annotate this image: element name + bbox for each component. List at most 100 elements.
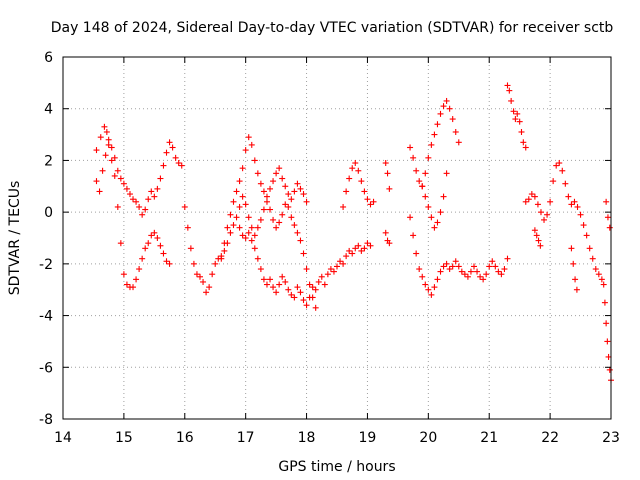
data-point — [572, 276, 579, 283]
data-point — [120, 271, 127, 278]
data-point — [604, 214, 611, 221]
data-point — [330, 268, 337, 275]
data-point — [227, 211, 234, 218]
data-point — [324, 271, 331, 278]
data-point — [531, 193, 538, 200]
data-point — [257, 180, 264, 187]
data-point — [413, 167, 420, 174]
data-point — [236, 203, 243, 210]
data-point — [327, 266, 334, 273]
data-point — [367, 201, 374, 208]
data-point — [279, 273, 286, 280]
data-point — [340, 260, 347, 267]
data-point — [282, 201, 289, 208]
data-point — [291, 294, 298, 301]
data-point — [197, 273, 203, 280]
data-point — [510, 108, 517, 115]
data-point — [103, 128, 110, 135]
data-point — [498, 271, 505, 278]
series-sat-c — [181, 203, 374, 309]
data-point — [364, 240, 371, 247]
data-point — [190, 260, 197, 267]
data-point — [416, 266, 423, 273]
data-point — [364, 196, 371, 203]
data-point — [570, 260, 577, 267]
data-point — [297, 289, 304, 296]
data-point — [520, 139, 527, 146]
data-point — [160, 162, 167, 169]
x-tick-label: 18 — [298, 430, 316, 446]
data-point — [251, 157, 258, 164]
data-point — [583, 232, 590, 239]
data-point — [537, 242, 544, 249]
data-point — [102, 152, 109, 159]
data-point — [431, 224, 438, 231]
data-point — [422, 170, 429, 177]
x-tick-label: 21 — [480, 430, 498, 446]
data-point — [123, 185, 130, 192]
data-point — [337, 258, 344, 265]
data-point — [212, 260, 219, 267]
data-point — [245, 229, 252, 236]
x-tick-label: 22 — [541, 430, 559, 446]
data-point — [230, 198, 237, 205]
series-sat-q — [603, 198, 613, 231]
data-point — [471, 263, 477, 270]
data-point — [533, 232, 540, 239]
data-point — [544, 211, 551, 218]
data-point — [184, 224, 191, 231]
data-point — [407, 214, 414, 221]
data-points — [93, 82, 614, 384]
x-tick-label: 15 — [115, 430, 133, 446]
x-tick-label: 19 — [359, 430, 377, 446]
data-point — [574, 203, 581, 210]
data-point — [492, 263, 499, 270]
x-axis-label: GPS time / hours — [278, 459, 395, 475]
data-point — [267, 276, 274, 283]
data-point — [443, 97, 450, 104]
data-point — [108, 144, 115, 151]
y-tick-label: -4 — [39, 309, 53, 325]
series-sat-e — [236, 193, 319, 311]
data-point — [206, 284, 213, 291]
y-tick-label: -6 — [39, 360, 53, 376]
data-point — [291, 222, 298, 229]
data-point — [506, 87, 513, 94]
y-tick-label: -8 — [39, 412, 53, 428]
data-point — [504, 82, 511, 89]
data-point — [248, 224, 255, 231]
data-point — [334, 263, 340, 270]
data-point — [169, 144, 176, 151]
data-point — [534, 201, 541, 208]
data-point — [139, 255, 146, 262]
data-point — [285, 203, 292, 210]
data-point — [434, 219, 441, 226]
data-point — [352, 245, 359, 252]
data-point — [303, 266, 310, 273]
data-point — [312, 304, 319, 311]
data-point — [227, 229, 234, 236]
data-point — [105, 136, 112, 143]
data-point — [340, 203, 347, 210]
x-tick-label: 14 — [54, 430, 72, 446]
data-point — [245, 214, 252, 221]
data-point — [148, 188, 155, 195]
data-point — [386, 240, 393, 247]
data-point — [422, 281, 429, 288]
data-point — [306, 281, 313, 288]
data-point — [276, 165, 283, 172]
data-point — [93, 178, 100, 185]
data-point — [239, 193, 246, 200]
data-point — [200, 278, 207, 285]
data-point — [547, 198, 554, 205]
series-sat-p — [600, 281, 614, 384]
data-point — [528, 191, 535, 198]
data-point — [300, 297, 307, 304]
data-point — [349, 165, 356, 172]
data-point — [108, 157, 115, 164]
data-point — [440, 193, 447, 200]
y-tick-label: 6 — [44, 50, 53, 66]
data-point — [514, 110, 521, 117]
data-point — [603, 320, 610, 327]
data-point — [248, 237, 255, 244]
